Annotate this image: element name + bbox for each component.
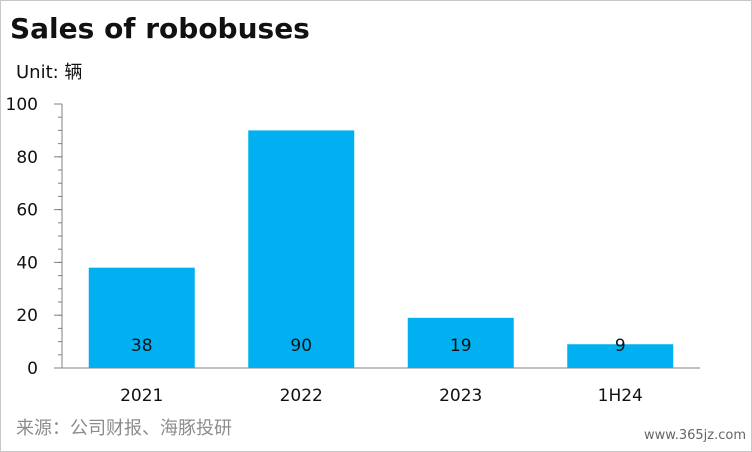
- bar-1h24: [567, 344, 674, 368]
- x-tick-label-2023: 2023: [439, 386, 482, 406]
- data-label-2022: 90: [290, 336, 312, 356]
- bar-2022: [248, 130, 355, 368]
- bar-2023: [407, 317, 514, 368]
- bars: [88, 130, 674, 368]
- y-tick-label: 60: [16, 201, 38, 221]
- y-tick-label: 0: [27, 359, 38, 379]
- y-tick-label: 20: [16, 306, 38, 326]
- y-tick-label: 80: [16, 148, 38, 168]
- x-tick-label-2022: 2022: [280, 386, 323, 406]
- unit-label: Unit: 辆: [16, 62, 83, 83]
- y-tick-label: 40: [16, 253, 38, 273]
- site-watermark: www.365jz.com: [644, 428, 746, 443]
- x-tick-label-2021: 2021: [120, 386, 163, 406]
- data-label-2021: 38: [131, 336, 153, 356]
- data-labels: 38 90 19 9: [131, 336, 626, 356]
- chart-title: Sales of robobuses: [10, 12, 310, 45]
- y-tick-label: 100: [6, 95, 38, 115]
- x-axis: 2021 2022 2023 1H24: [62, 367, 700, 406]
- data-label-2023: 19: [450, 336, 472, 356]
- data-label-1h24: 9: [615, 336, 626, 356]
- x-tick-label-1h24: 1H24: [598, 386, 643, 406]
- source-note: 来源：公司财报、海豚投研: [16, 418, 232, 439]
- bar-2021: [88, 267, 195, 368]
- y-axis: 0 20 40 60 80 100: [6, 95, 63, 379]
